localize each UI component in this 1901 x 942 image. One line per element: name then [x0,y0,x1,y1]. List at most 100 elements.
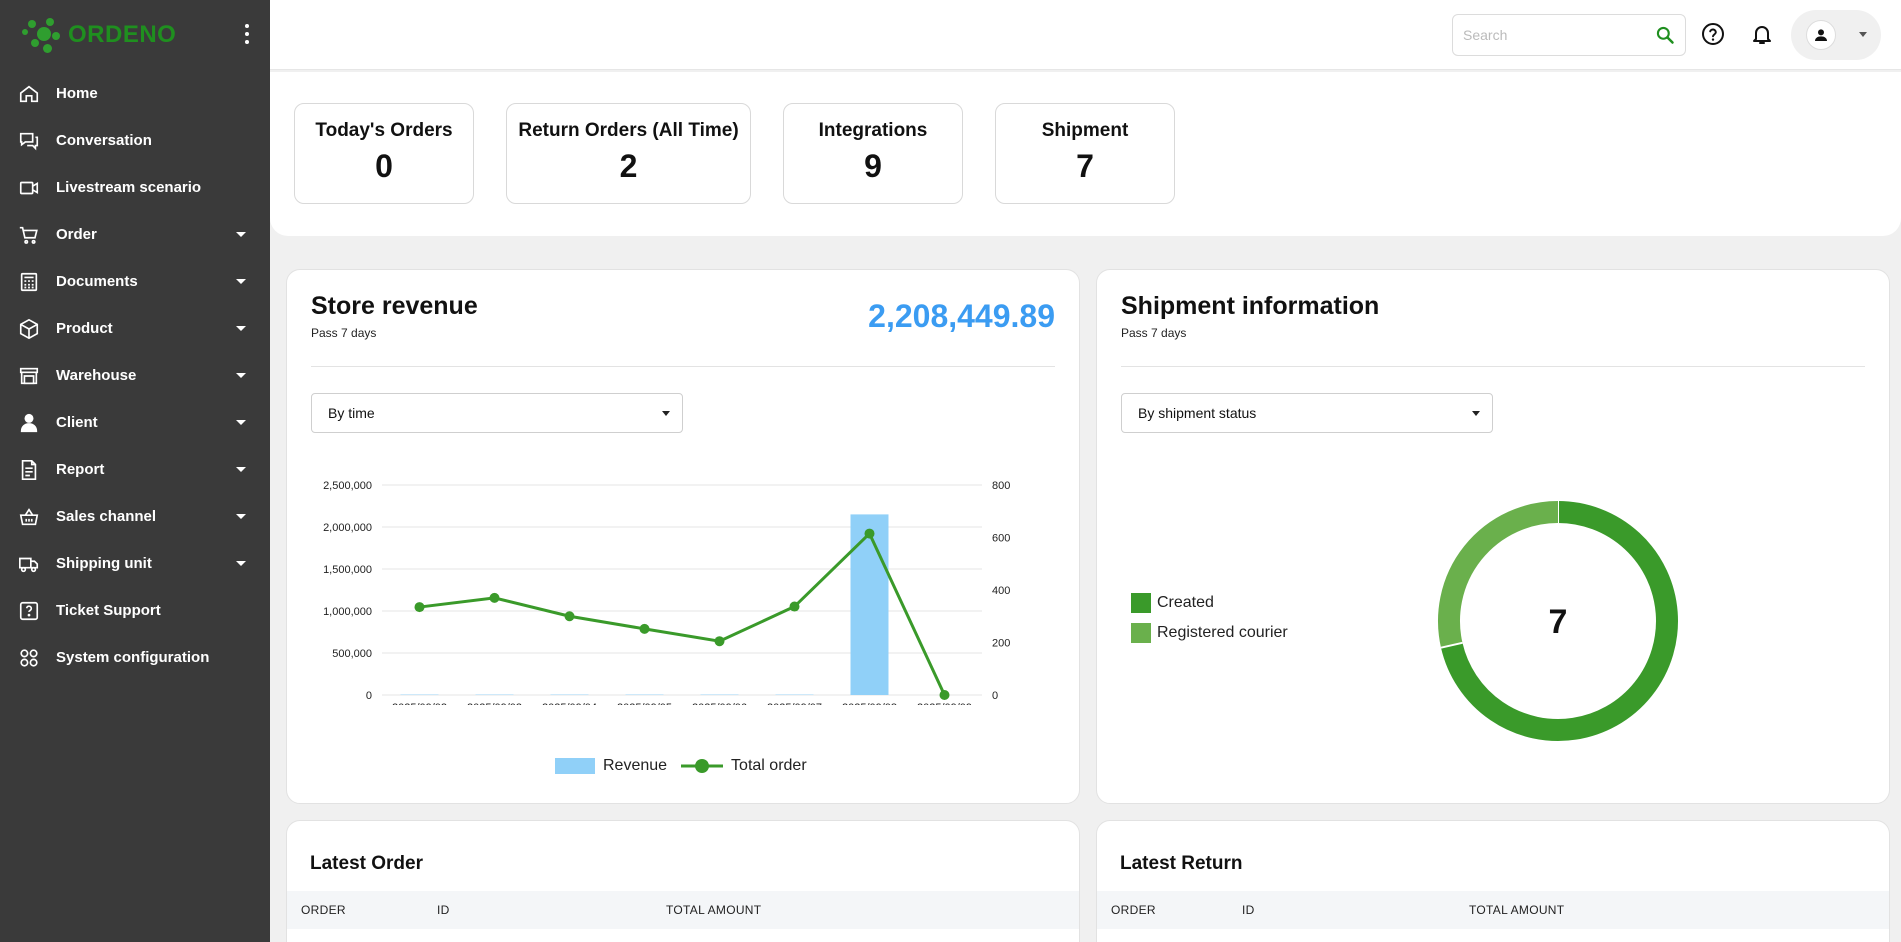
store-revenue-panel: Store revenue Pass 7 days 2,208,449.89 B… [286,269,1080,804]
sidebar-item-label: Warehouse [56,367,137,384]
sidebar-item-home[interactable]: Home [0,70,270,117]
y-tick-label: 2,500,000 [323,480,372,492]
home-icon [18,83,40,105]
more-vertical-icon[interactable] [244,24,250,44]
column-header-order[interactable]: ORDER [301,903,346,917]
caret-down-icon [1472,411,1480,416]
donut-legend-item[interactable]: Created [1131,593,1214,613]
sidebar-item-label: Documents [56,273,138,290]
grid-icon [18,647,40,669]
sidebar-item-client[interactable]: Client [0,399,270,446]
sidebar-item-report[interactable]: Report [0,446,270,493]
user-menu[interactable] [1791,10,1881,60]
x-tick-label: 2025/09/07 [767,702,822,705]
table-header: ORDER ID TOTAL AMOUNT [1097,891,1889,929]
panel-subtitle: Pass 7 days [311,326,377,340]
video-icon [18,177,40,199]
caret-down-icon[interactable] [236,326,246,331]
sidebar-item-label: Ticket Support [56,602,161,619]
stat-title: Shipment [1041,120,1129,141]
stat-title: Return Orders (All Time) [518,120,739,141]
sidebar-item-ticket-support[interactable]: Ticket Support [0,587,270,634]
sidebar-item-conversation[interactable]: Conversation [0,117,270,164]
truck-icon [18,553,40,575]
column-header-id[interactable]: ID [1242,903,1255,917]
avatar[interactable] [1806,20,1836,50]
sidebar-item-label: Product [56,320,113,337]
sidebar-item-label: Shipping unit [56,555,152,572]
table-title: Latest Return [1120,853,1243,874]
total-order-point [414,602,425,613]
table-title: Latest Order [310,853,423,874]
y-tick-label: 500,000 [332,648,372,660]
warehouse-icon [18,365,40,387]
total-order-line [419,531,946,696]
sidebar-item-system-configuration[interactable]: System configuration [0,634,270,681]
caret-down-icon[interactable] [236,467,246,472]
sidebar-item-documents[interactable]: Documents [0,258,270,305]
donut-legend-item[interactable]: Registered courier [1131,623,1288,643]
sidebar-item-livestream-scenario[interactable]: Livestream scenario [0,164,270,211]
sidebar-item-label: Client [56,414,98,431]
question-icon [18,600,40,622]
x-tick-label: 2025/09/02 [392,702,447,705]
stat-card-integrations[interactable]: Integrations 9 [783,103,963,204]
table-header: ORDER ID TOTAL AMOUNT [287,891,1079,929]
legend-label-total-order: Total order [731,757,807,774]
sidebar-nav: Home Conversation Livestream scenario Order… [0,70,270,681]
sidebar-item-shipping-unit[interactable]: Shipping unit [0,540,270,587]
sidebar-item-warehouse[interactable]: Warehouse [0,352,270,399]
caret-down-icon[interactable] [236,561,246,566]
donut-slice-registered-courier[interactable] [1438,501,1559,648]
stat-card-today-orders[interactable]: Today's Orders 0 [294,103,474,204]
sidebar-item-product[interactable]: Product [0,305,270,352]
chat-icon [18,130,40,152]
total-order-point [564,611,575,622]
total-order-point [489,592,500,603]
stat-card-return-orders[interactable]: Return Orders (All Time) 2 [506,103,751,204]
y-tick-label: 0 [366,690,372,702]
total-order-point [939,690,950,700]
legend-swatch [1131,593,1151,613]
revenue-chart: 0 500,000 1,000,000 1,500,000 2,000,000 2,500… [323,480,1010,705]
bell-icon[interactable] [1750,22,1774,46]
y2-tick-label: 0 [992,690,998,702]
divider [311,366,1055,367]
legend-label-revenue: Revenue [603,757,668,774]
select-value: By shipment status [1138,405,1257,421]
caret-down-icon[interactable] [236,373,246,378]
search-icon[interactable] [1655,25,1675,45]
divider [1121,366,1865,367]
caret-down-icon[interactable] [236,420,246,425]
sidebar-item-label: Order [56,226,97,243]
sidebar-item-sales-channel[interactable]: Sales channel [0,493,270,540]
donut-separator [1440,641,1463,649]
sidebar-item-label: Report [56,461,105,478]
donut-slice-created[interactable] [1441,501,1678,741]
caret-down-icon[interactable] [236,279,246,284]
stat-card-shipment[interactable]: Shipment 7 [995,103,1175,204]
sidebar: ORDENO Home Conversation Livestream scenar… [0,0,270,942]
caret-down-icon[interactable] [236,232,246,237]
panel-title: Shipment information [1121,292,1380,320]
panel-subtitle: Pass 7 days [1121,326,1187,340]
stats-band: Today's Orders 0 Return Orders (All Time… [270,72,1901,236]
calculator-icon [18,271,40,293]
sidebar-item-label: Home [56,85,98,102]
column-header-total-amount[interactable]: TOTAL AMOUNT [666,903,762,917]
chart-legend: Revenue Total order [555,757,807,775]
y2-tick-label: 200 [992,638,1010,650]
revenue-bar [850,514,889,695]
shipment-filter-select[interactable]: By shipment status [1121,393,1493,433]
column-header-id[interactable]: ID [437,903,450,917]
help-icon[interactable] [1701,22,1725,46]
search-box[interactable] [1452,14,1686,56]
sidebar-item-order[interactable]: Order [0,211,270,258]
caret-down-icon[interactable] [236,514,246,519]
revenue-filter-select[interactable]: By time [311,393,683,433]
column-header-total-amount[interactable]: TOTAL AMOUNT [1469,903,1565,917]
logo[interactable]: ORDENO [0,0,270,70]
basket-icon [18,506,40,528]
search-input[interactable] [1453,15,1633,55]
column-header-order[interactable]: ORDER [1111,903,1156,917]
